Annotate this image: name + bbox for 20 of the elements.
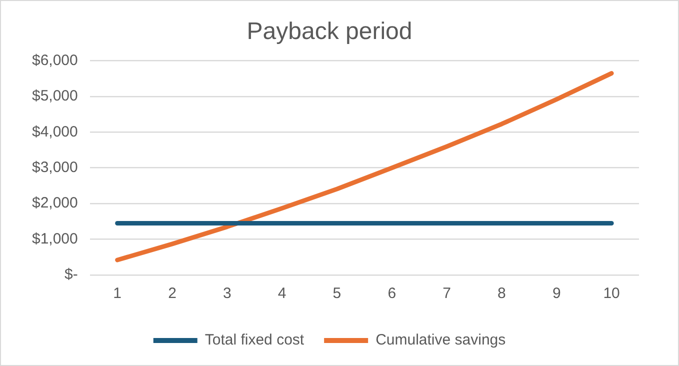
chart-title: Payback period <box>246 18 412 46</box>
x-tick-label: 6 <box>388 285 396 302</box>
y-tick-label: $5,000 <box>32 88 78 105</box>
y-tick-label: $- <box>64 266 78 284</box>
y-tick-label: $4,000 <box>32 123 78 140</box>
x-tick-label: 10 <box>603 285 620 302</box>
x-tick-label: 9 <box>552 285 561 302</box>
y-tick-label: $6,000 <box>32 52 78 69</box>
legend-label: Total fixed cost <box>204 332 305 349</box>
y-tick-label: $3,000 <box>32 159 78 176</box>
x-tick-label: 7 <box>442 285 451 302</box>
x-tick-label: 8 <box>498 285 506 302</box>
y-tick-label: $1,000 <box>32 230 78 248</box>
y-tick-label: $2,000 <box>32 194 78 212</box>
x-tick-label: 4 <box>278 285 286 302</box>
legend-label: Cumulative savings <box>376 332 506 349</box>
x-tick-label: 2 <box>168 285 176 302</box>
x-tick-label: 5 <box>332 285 342 302</box>
x-tick-label: 1 <box>113 285 122 302</box>
x-tick-label: 3 <box>222 285 232 302</box>
